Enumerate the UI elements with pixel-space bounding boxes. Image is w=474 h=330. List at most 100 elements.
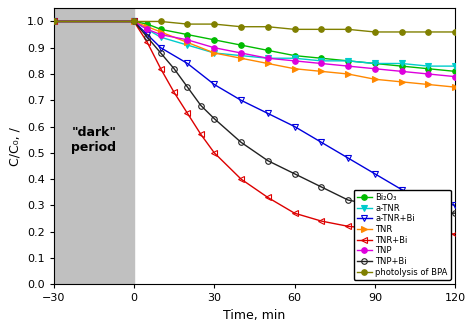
TNP: [238, 51, 244, 55]
TNP+Bi: [158, 51, 164, 55]
a-TNR+Bi: [145, 33, 150, 37]
Line: a-TNR: a-TNR: [51, 19, 458, 69]
Y-axis label: C/C₀, /: C/C₀, /: [9, 127, 21, 166]
Bi₂O₃: [452, 69, 458, 73]
TNR+Bi: [265, 195, 271, 199]
TNR: [345, 72, 351, 76]
TNR+Bi: [292, 211, 297, 215]
a-TNR+Bi: [292, 124, 297, 128]
TNR+Bi: [345, 224, 351, 228]
photolysis of BPA: [426, 30, 431, 34]
a-TNR: [211, 51, 217, 55]
Line: TNP+Bi: TNP+Bi: [51, 19, 458, 216]
TNR: [372, 77, 378, 81]
TNP: [211, 46, 217, 50]
TNR+Bi: [211, 151, 217, 155]
TNR: [131, 19, 137, 23]
TNR+Bi: [426, 230, 431, 234]
a-TNR+Bi: [238, 98, 244, 102]
a-TNR: [292, 56, 297, 60]
photolysis of BPA: [185, 22, 191, 26]
TNP: [185, 38, 191, 42]
a-TNR: [265, 56, 271, 60]
photolysis of BPA: [211, 22, 217, 26]
Legend: Bi₂O₃, a-TNR, a-TNR+Bi, TNR, TNR+Bi, TNP, TNP+Bi, photolysis of BPA: Bi₂O₃, a-TNR, a-TNR+Bi, TNR, TNR+Bi, TNP…: [354, 189, 451, 280]
TNR+Bi: [319, 219, 324, 223]
TNR: [238, 56, 244, 60]
a-TNR+Bi: [185, 61, 191, 65]
a-TNR+Bi: [131, 19, 137, 23]
TNR: [211, 51, 217, 55]
Bi₂O₃: [238, 43, 244, 47]
TNR: [51, 19, 56, 23]
Line: a-TNR+Bi: a-TNR+Bi: [51, 19, 458, 208]
TNR: [185, 41, 191, 45]
TNP: [265, 56, 271, 60]
TNR+Bi: [158, 67, 164, 71]
Bi₂O₃: [426, 67, 431, 71]
TNP: [345, 64, 351, 68]
a-TNR+Bi: [158, 46, 164, 50]
TNP: [158, 33, 164, 37]
TNR: [452, 85, 458, 89]
a-TNR+Bi: [51, 19, 56, 23]
TNP: [145, 27, 150, 31]
a-TNR+Bi: [426, 198, 431, 202]
Bi₂O₃: [265, 49, 271, 52]
TNP+Bi: [319, 185, 324, 189]
Bi₂O₃: [292, 53, 297, 57]
TNR: [158, 30, 164, 34]
a-TNR: [185, 43, 191, 47]
Line: TNR: TNR: [51, 19, 458, 90]
TNP: [452, 75, 458, 79]
Bi₂O₃: [51, 19, 56, 23]
TNP+Bi: [51, 19, 56, 23]
a-TNR: [51, 19, 56, 23]
a-TNR: [452, 64, 458, 68]
TNR+Bi: [185, 112, 191, 115]
photolysis of BPA: [372, 30, 378, 34]
a-TNR: [372, 61, 378, 65]
a-TNR+Bi: [399, 187, 404, 191]
photolysis of BPA: [238, 25, 244, 29]
TNR+Bi: [198, 132, 204, 136]
TNP+Bi: [238, 140, 244, 144]
Text: "dark"
period: "dark" period: [71, 126, 116, 154]
a-TNR+Bi: [372, 172, 378, 176]
Bi₂O₃: [345, 59, 351, 63]
TNP: [319, 61, 324, 65]
TNR+Bi: [452, 232, 458, 236]
Bi₂O₃: [319, 56, 324, 60]
TNP: [372, 67, 378, 71]
a-TNR+Bi: [211, 82, 217, 86]
Bi₂O₃: [158, 27, 164, 31]
TNP: [292, 59, 297, 63]
Bi₂O₃: [372, 61, 378, 65]
Line: TNR+Bi: TNR+Bi: [51, 19, 458, 237]
a-TNR: [426, 64, 431, 68]
TNP+Bi: [292, 172, 297, 176]
TNP+Bi: [399, 209, 404, 213]
photolysis of BPA: [345, 27, 351, 31]
photolysis of BPA: [399, 30, 404, 34]
a-TNR+Bi: [452, 203, 458, 207]
TNP+Bi: [198, 104, 204, 108]
photolysis of BPA: [292, 27, 297, 31]
TNR: [319, 69, 324, 73]
TNR+Bi: [171, 90, 177, 94]
a-TNR+Bi: [265, 112, 271, 115]
a-TNR: [158, 35, 164, 39]
TNP: [51, 19, 56, 23]
a-TNR: [145, 27, 150, 31]
Bi₂O₃: [399, 64, 404, 68]
a-TNR: [131, 19, 137, 23]
Line: Bi₂O₃: Bi₂O₃: [51, 19, 458, 74]
a-TNR+Bi: [345, 156, 351, 160]
TNP+Bi: [171, 67, 177, 71]
TNP+Bi: [131, 19, 137, 23]
photolysis of BPA: [51, 19, 56, 23]
TNR: [399, 80, 404, 84]
TNP: [426, 72, 431, 76]
Bar: [54, 8, 134, 284]
TNP+Bi: [345, 198, 351, 202]
